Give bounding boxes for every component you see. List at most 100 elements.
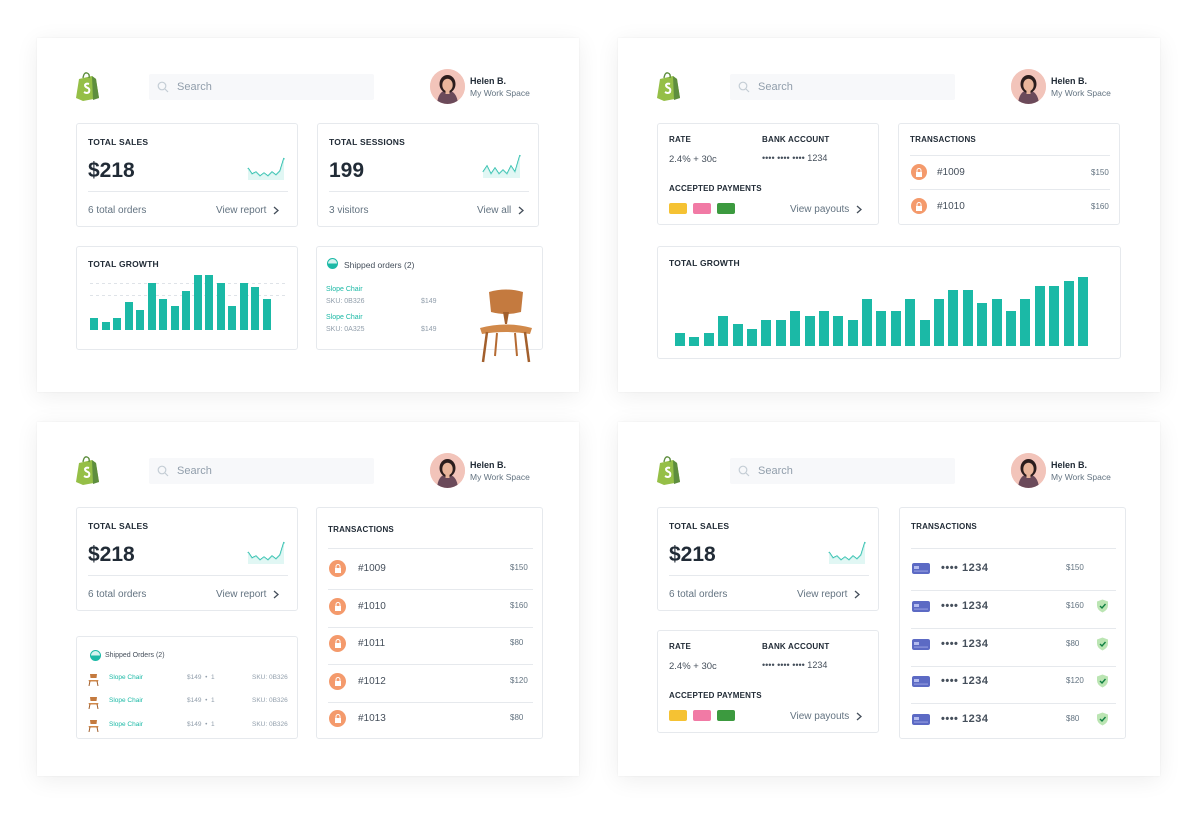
view-report-link[interactable]: View report <box>216 589 280 600</box>
divider <box>329 191 529 192</box>
rate-title: RATE <box>669 135 691 144</box>
workspace-name: My Work Space <box>1051 88 1111 98</box>
transactions-title: TRANSACTIONS <box>910 135 976 144</box>
dashboard-panel-payments: Search Helen B. My Work Space RATE 2.4% … <box>618 38 1160 392</box>
transaction-id[interactable]: #1010 <box>358 600 386 612</box>
avatar[interactable] <box>1011 69 1046 104</box>
view-payouts-link[interactable]: View payouts <box>790 711 863 722</box>
growth-bar <box>251 287 259 330</box>
total-sales-value: $218 <box>669 543 716 566</box>
shopify-logo-icon[interactable] <box>75 71 101 101</box>
total-sales-card: TOTAL SALES $218 6 total orders View rep… <box>76 507 298 611</box>
transactions-card: TRANSACTIONS •••• 1234 $150 •••• 1234 $160 •… <box>899 507 1126 739</box>
product-price: $149 <box>421 298 437 305</box>
growth-bar <box>962 290 973 346</box>
search-input[interactable]: Search <box>149 458 374 484</box>
shopify-logo-icon[interactable] <box>656 455 682 485</box>
total-growth-card: TOTAL GROWTH <box>76 246 298 350</box>
growth-bar <box>193 275 202 330</box>
divider <box>328 589 533 590</box>
search-icon <box>157 81 169 93</box>
view-report-link[interactable]: View report <box>797 589 861 600</box>
growth-bar <box>919 320 930 346</box>
shopify-logo-icon[interactable] <box>656 71 682 101</box>
lock-icon <box>329 597 346 615</box>
bank-account-value: •••• •••• •••• 1234 <box>762 153 828 163</box>
transaction-id[interactable]: #1010 <box>937 201 965 212</box>
growth-bar <box>862 299 873 346</box>
dashboard-panel-sales: Search Helen B. My Work Space TOTAL SALE… <box>37 38 579 392</box>
view-report-link[interactable]: View report <box>216 205 280 216</box>
product-sku: SKU: 0A325 <box>326 326 365 333</box>
card-number[interactable]: •••• 1234 <box>941 675 989 688</box>
transactions-title: TRANSACTIONS <box>911 522 977 531</box>
view-all-link[interactable]: View all <box>477 205 525 216</box>
accepted-payments-title: ACCEPTED PAYMENTS <box>669 691 762 700</box>
avatar[interactable] <box>1011 453 1046 488</box>
shopify-logo-icon[interactable] <box>75 455 101 485</box>
transaction-amount: $80 <box>1066 638 1080 648</box>
product-name-link[interactable]: Slope Chair <box>109 697 143 704</box>
divider <box>328 664 533 665</box>
credit-card-icon <box>693 203 711 214</box>
total-orders-text: 6 total orders <box>88 205 147 216</box>
growth-bar <box>790 311 801 346</box>
user-name: Helen B. <box>470 460 507 470</box>
product-name-link[interactable]: Slope Chair <box>109 721 143 728</box>
product-name-link[interactable]: Slope Chair <box>326 314 363 321</box>
card-number[interactable]: •••• 1234 <box>941 599 989 612</box>
gridline <box>90 283 288 284</box>
transaction-amount: $150 <box>510 563 528 572</box>
bank-account-title: BANK ACCOUNT <box>762 135 830 144</box>
product-sku: SKU: 0B326 <box>326 298 365 305</box>
transaction-id[interactable]: #1013 <box>358 713 386 724</box>
product-name-link[interactable]: Slope Chair <box>109 674 143 681</box>
card-number[interactable]: •••• 1234 <box>941 562 989 574</box>
growth-bar-chart <box>675 277 1103 346</box>
workspace-name: My Work Space <box>470 88 530 98</box>
verified-shield-icon <box>1097 712 1108 726</box>
view-payouts-link[interactable]: View payouts <box>790 204 863 215</box>
transaction-id[interactable]: #1009 <box>937 167 965 178</box>
credit-card-icon <box>693 710 711 721</box>
transaction-id[interactable]: #1012 <box>358 675 386 687</box>
transaction-id[interactable]: #1009 <box>358 563 386 574</box>
card-number[interactable]: •••• 1234 <box>941 713 989 726</box>
growth-bar <box>159 299 167 330</box>
divider <box>328 701 533 703</box>
chevron-right-icon <box>854 590 861 599</box>
total-sales-card: TOTAL SALES $218 6 total orders View rep… <box>76 123 298 227</box>
search-placeholder: Search <box>758 465 793 477</box>
payment-settings-card: RATE 2.4% + 30c BANK ACCOUNT •••• •••• •… <box>657 123 879 225</box>
product-name-link[interactable]: Slope Chair <box>326 286 363 293</box>
divider <box>328 626 533 628</box>
growth-bar <box>718 316 729 346</box>
view-report-label: View report <box>216 589 267 600</box>
divider <box>910 155 1110 156</box>
credit-card-icon <box>717 203 735 214</box>
transaction-id[interactable]: #1011 <box>358 638 386 649</box>
search-input[interactable]: Search <box>730 458 955 484</box>
total-sales-value: $218 <box>88 159 135 182</box>
workspace-name: My Work Space <box>470 472 530 482</box>
lock-icon <box>329 710 346 727</box>
growth-bar <box>239 283 248 330</box>
divider <box>669 575 869 576</box>
growth-bar <box>847 320 858 346</box>
product-sku: SKU: 0B326 <box>252 697 288 704</box>
search-placeholder: Search <box>177 465 212 477</box>
growth-bar <box>804 316 815 346</box>
total-sales-title: TOTAL SALES <box>669 521 730 531</box>
search-input[interactable]: Search <box>730 74 955 100</box>
user-name: Helen B. <box>1051 460 1088 470</box>
search-input[interactable]: Search <box>149 74 374 100</box>
growth-bar <box>262 299 271 330</box>
growth-bar <box>113 318 121 330</box>
view-report-label: View report <box>216 205 267 216</box>
avatar[interactable] <box>430 69 465 104</box>
growth-bar-chart <box>90 271 290 330</box>
card-number[interactable]: •••• 1234 <box>941 637 989 650</box>
growth-bar <box>182 291 190 330</box>
growth-bar <box>1034 286 1045 346</box>
avatar[interactable] <box>430 453 465 488</box>
